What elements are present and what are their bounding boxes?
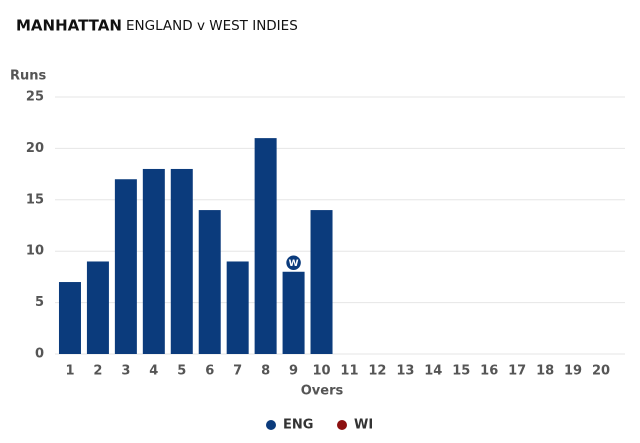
legend-swatch <box>266 420 276 430</box>
x-tick-label: 20 <box>592 364 610 379</box>
y-tick-label: 15 <box>26 192 44 207</box>
bar <box>198 210 221 354</box>
x-tick-label: 5 <box>177 364 186 379</box>
bar <box>282 271 305 354</box>
legend-label: ENG <box>283 418 313 433</box>
x-tick-label: 12 <box>368 364 386 379</box>
bar <box>310 210 333 354</box>
bar <box>114 179 137 354</box>
y-tick-label: 10 <box>26 244 44 259</box>
legend-swatch <box>337 420 347 430</box>
bar <box>86 261 109 354</box>
y-axis-label: Runs <box>10 69 47 84</box>
legend-label: WI <box>354 418 373 433</box>
x-tick-label: 19 <box>564 364 582 379</box>
chart-title: MANHATTAN <box>16 17 122 35</box>
bar <box>142 168 165 354</box>
x-tick-label: 13 <box>396 364 414 379</box>
x-tick-label: 1 <box>65 364 74 379</box>
x-tick-label: 11 <box>340 364 358 379</box>
x-tick-label: 6 <box>205 364 214 379</box>
x-tick-label: 16 <box>480 364 498 379</box>
wicket-label: W <box>289 259 299 269</box>
y-tick-label: 5 <box>35 295 44 310</box>
x-tick-label: 9 <box>289 364 298 379</box>
x-tick-label: 15 <box>452 364 470 379</box>
bar <box>170 168 193 354</box>
x-tick-label: 18 <box>536 364 554 379</box>
x-tick-label: 3 <box>121 364 130 379</box>
wicket-marker <box>284 254 303 272</box>
x-tick-label: 2 <box>93 364 102 379</box>
x-axis-label: Overs <box>301 384 344 399</box>
bar <box>58 282 81 354</box>
x-tick-label: 17 <box>508 364 526 379</box>
chart-subtitle: ENGLAND v WEST INDIES <box>126 18 298 34</box>
bar <box>226 261 249 354</box>
x-tick-label: 10 <box>312 364 330 379</box>
x-tick-label: 4 <box>149 364 158 379</box>
bar <box>254 138 277 354</box>
y-tick-label: 0 <box>35 347 44 362</box>
x-tick-label: 8 <box>261 364 270 379</box>
x-tick-label: 7 <box>233 364 242 379</box>
y-tick-label: 20 <box>26 141 44 156</box>
y-tick-label: 25 <box>26 90 44 105</box>
x-tick-label: 14 <box>424 364 442 379</box>
